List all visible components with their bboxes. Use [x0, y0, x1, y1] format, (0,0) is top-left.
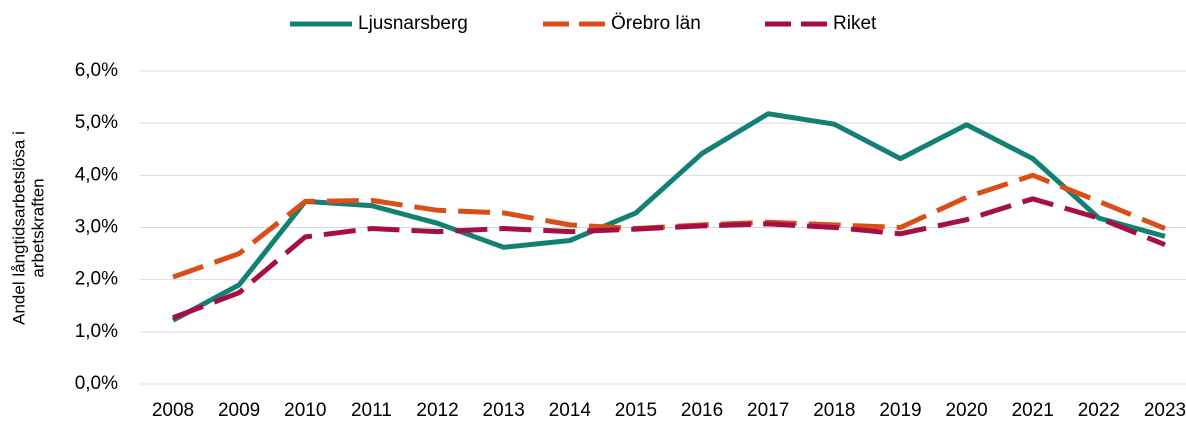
- x-tick-label: 2019: [879, 400, 921, 421]
- series-line: [172, 196, 1166, 321]
- x-tick-label: 2023: [1144, 400, 1186, 421]
- x-tick-label: 2011: [351, 400, 392, 421]
- y-tick-label: 1,0%: [75, 321, 118, 342]
- x-tick-label: 2015: [615, 400, 657, 421]
- x-tick-label: 2008: [152, 400, 194, 421]
- x-tick-label: 2018: [813, 400, 855, 421]
- y-tick-label: 6,0%: [75, 60, 118, 81]
- x-tick-label: 2010: [284, 400, 326, 421]
- legend-label: Örebro län: [611, 13, 701, 34]
- y-axis-label: Andel långtidsarbetslösa i: [9, 131, 28, 325]
- y-tick-label: 0,0%: [75, 373, 118, 394]
- x-tick-label: 2012: [416, 400, 458, 421]
- x-tick-label: 2022: [1078, 400, 1120, 421]
- x-tick-label: 2020: [945, 400, 987, 421]
- x-tick-label: 2016: [681, 400, 723, 421]
- y-tick-label: 3,0%: [75, 217, 118, 238]
- x-tick-label: 2021: [1012, 400, 1054, 421]
- legend-label: Ljusnarsberg: [358, 13, 468, 34]
- y-axis-label: arbetskraften: [28, 178, 47, 277]
- legend-label: Riket: [833, 13, 877, 34]
- x-tick-label: 2009: [218, 400, 260, 421]
- x-tick-label: 2017: [747, 400, 789, 421]
- y-tick-label: 2,0%: [75, 269, 118, 290]
- series-line: [172, 172, 1166, 280]
- x-tick-label: 2013: [483, 400, 525, 421]
- y-tick-label: 5,0%: [75, 112, 118, 133]
- series-line: [171, 111, 1166, 323]
- x-tick-label: 2014: [549, 400, 592, 421]
- y-tick-label: 4,0%: [75, 164, 118, 185]
